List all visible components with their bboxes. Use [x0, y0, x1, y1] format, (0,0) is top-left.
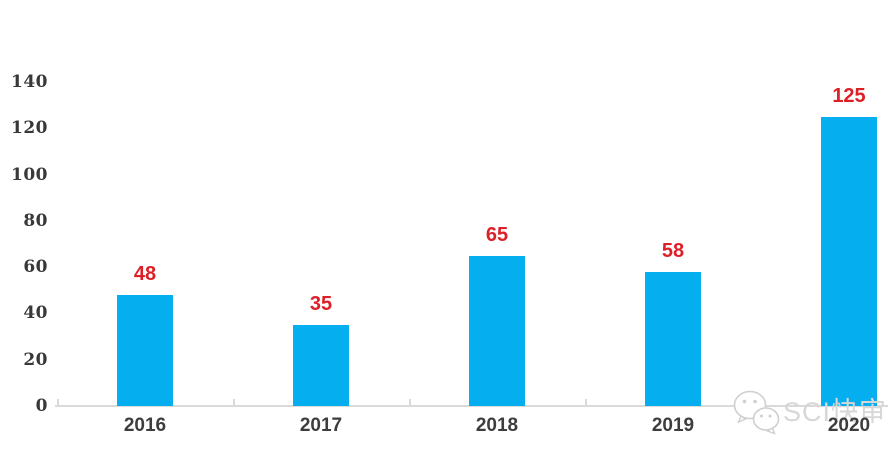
y-tick-label: 60: [23, 257, 48, 277]
value-label-2016: 48: [133, 263, 157, 285]
category-label-2016: 2016: [123, 415, 167, 436]
y-tick-label: 120: [11, 118, 48, 138]
y-tick-label: 40: [23, 303, 48, 323]
y-tick-label: 0: [35, 396, 48, 416]
x-axis-tick: [57, 399, 59, 406]
category-label-2018: 2018: [475, 415, 519, 436]
category-label-2017: 2017: [299, 415, 343, 436]
value-label-2020: 125: [832, 85, 866, 107]
x-axis-tick: [233, 399, 235, 406]
category-label-2019: 2019: [651, 415, 695, 436]
bar-2017: [293, 325, 349, 406]
bar-2018: [469, 256, 525, 406]
bar-2016: [117, 295, 173, 406]
x-axis-line: [55, 405, 888, 407]
value-label-2018: 65: [485, 224, 509, 246]
bar-2019: [645, 272, 701, 406]
value-label-2017: 35: [309, 293, 333, 315]
y-tick-label: 100: [11, 165, 48, 185]
y-tick-label: 20: [23, 350, 48, 370]
x-axis-tick: [761, 399, 763, 406]
y-tick-label: 80: [23, 211, 48, 231]
wechat-icon: [733, 390, 780, 435]
category-label-2020: 2020: [827, 415, 871, 436]
bar-2020: [821, 117, 877, 406]
y-tick-label: 140: [11, 72, 48, 92]
x-axis-tick: [585, 399, 587, 406]
x-axis-tick: [409, 399, 411, 406]
value-label-2019: 58: [661, 240, 685, 262]
